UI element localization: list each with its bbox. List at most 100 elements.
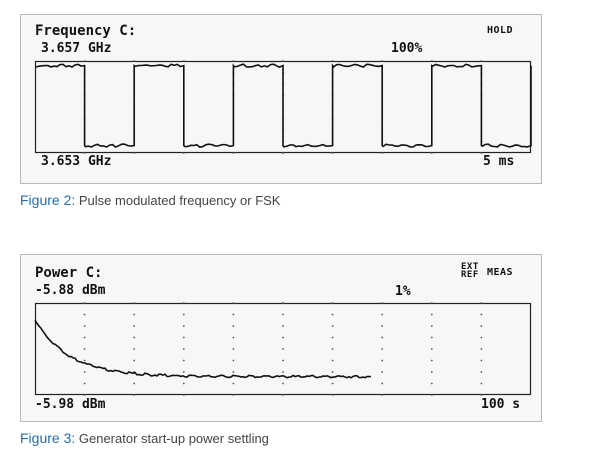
power-grid-dot [282,394,284,396]
power-grid-dot [232,382,235,385]
frequency-grid-dot [133,152,136,154]
frequency-grid-dot [232,60,235,62]
power-grid-dot [331,359,334,362]
frequency-grid-dot [282,152,284,154]
power-grid-dot [430,302,433,304]
power-plot [34,302,532,396]
frequency-grid-dot [182,152,185,154]
power-grid-dot [430,313,433,316]
power-grid-dot [381,313,384,316]
power-grid-dot [282,359,284,362]
power-grid-dot [381,359,384,362]
frequency-grid-dot [381,152,384,154]
frequency-grid-dot [331,60,334,62]
power-top-value: -5.88 dBm [35,283,106,298]
power-grid-dot [430,382,433,385]
frequency-percent: 100% [391,41,423,56]
power-grid-dot [282,382,284,385]
power-grid-dot [430,359,433,362]
power-grid-dot [232,313,235,316]
ext-label: EXT [461,262,479,272]
frequency-top-value: 3.657 GHz [41,41,112,56]
power-grid-dot [83,313,86,316]
power-grid-dot [480,394,483,396]
frequency-grid-dot [182,60,185,62]
power-grid-dot [430,325,433,327]
power-grid-dot [430,394,433,396]
frequency-time-span: 5 ms [483,154,515,169]
power-bottom-value: -5.98 dBm [35,397,106,412]
figure-3-caption: Figure 3: Generator start-up power settl… [20,430,269,446]
power-grid-dot [182,336,185,339]
power-grid-dot [480,371,483,373]
power-grid-dot [282,313,284,316]
power-grid-dot [133,359,136,362]
power-grid-dot [480,325,483,327]
figure-3-text: Generator start-up power settling [78,431,269,446]
frequency-grid-dot [331,152,334,154]
power-grid-dot [182,371,185,373]
frequency-bottom-value: 3.653 GHz [41,154,112,169]
power-grid-dot [232,371,235,373]
power-grid-dot [282,336,284,339]
power-grid-dot [381,302,384,304]
power-grid-dot [480,359,483,362]
power-grid-dot [133,336,136,339]
figure-2-text: Pulse modulated frequency or FSK [78,193,281,208]
power-grid-dot [331,313,334,316]
power-grid-dot [83,371,86,373]
frequency-grid-dot [480,152,483,154]
power-grid-dot [232,359,235,362]
power-grid-dot [331,336,334,339]
frequency-grid-dot [83,152,86,154]
frequency-grid-dot [83,60,86,62]
power-grid-dot [381,325,384,327]
ext-ref-indicator: EXT REF [461,262,479,280]
power-grid-dot [331,348,334,350]
power-grid-dot [182,382,185,385]
figure-2-caption: Figure 2: Pulse modulated frequency or F… [20,192,280,208]
figure-3-label: Figure 3: [20,430,76,446]
power-grid-dot [282,325,284,327]
power-grid-dot [83,336,86,339]
power-grid-dot [83,302,86,304]
power-grid-dot [480,313,483,316]
frequency-grid-dot [430,60,433,62]
power-percent: 1% [395,284,411,299]
power-grid-dot [381,348,384,350]
frequency-plot [34,60,532,154]
power-grid-dot [182,394,185,396]
frequency-screen: Frequency C: 3.657 GHz 100% HOLD 3.653 G… [20,14,542,184]
frequency-grid-dot [381,60,384,62]
power-grid-dot [83,359,86,362]
power-grid-dot [480,302,483,304]
power-grid-dot [83,394,86,396]
power-grid-dot [331,382,334,385]
power-grid-dot [182,359,185,362]
power-grid-dot [133,313,136,316]
power-screen: Power C: -5.88 dBm 1% EXT REF MEAS -5.98… [20,254,542,422]
frequency-title: Frequency C: [35,23,137,39]
power-grid-dot [381,382,384,385]
power-grid-dot [232,325,235,327]
power-grid-dot [133,325,136,327]
frequency-grid-dot [430,152,433,154]
power-grid-dot [133,348,136,350]
hold-status: HOLD [487,25,514,36]
power-grid-dot [182,348,185,350]
power-grid-dot [83,348,86,350]
power-grid-dot [232,348,235,350]
meas-status: MEAS [487,267,514,278]
frequency-grid-dot [480,60,483,62]
power-grid-dot [182,302,185,304]
power-grid-dot [331,302,334,304]
power-grid-dot [282,371,284,373]
frequency-grid-dot [282,60,284,62]
power-grid-dot [331,394,334,396]
power-grid-dot [83,325,86,327]
power-grid-dot [480,382,483,385]
frequency-trace [35,63,532,149]
power-plot-grid [83,302,483,396]
power-grid-dot [133,302,136,304]
power-grid-dot [381,371,384,373]
